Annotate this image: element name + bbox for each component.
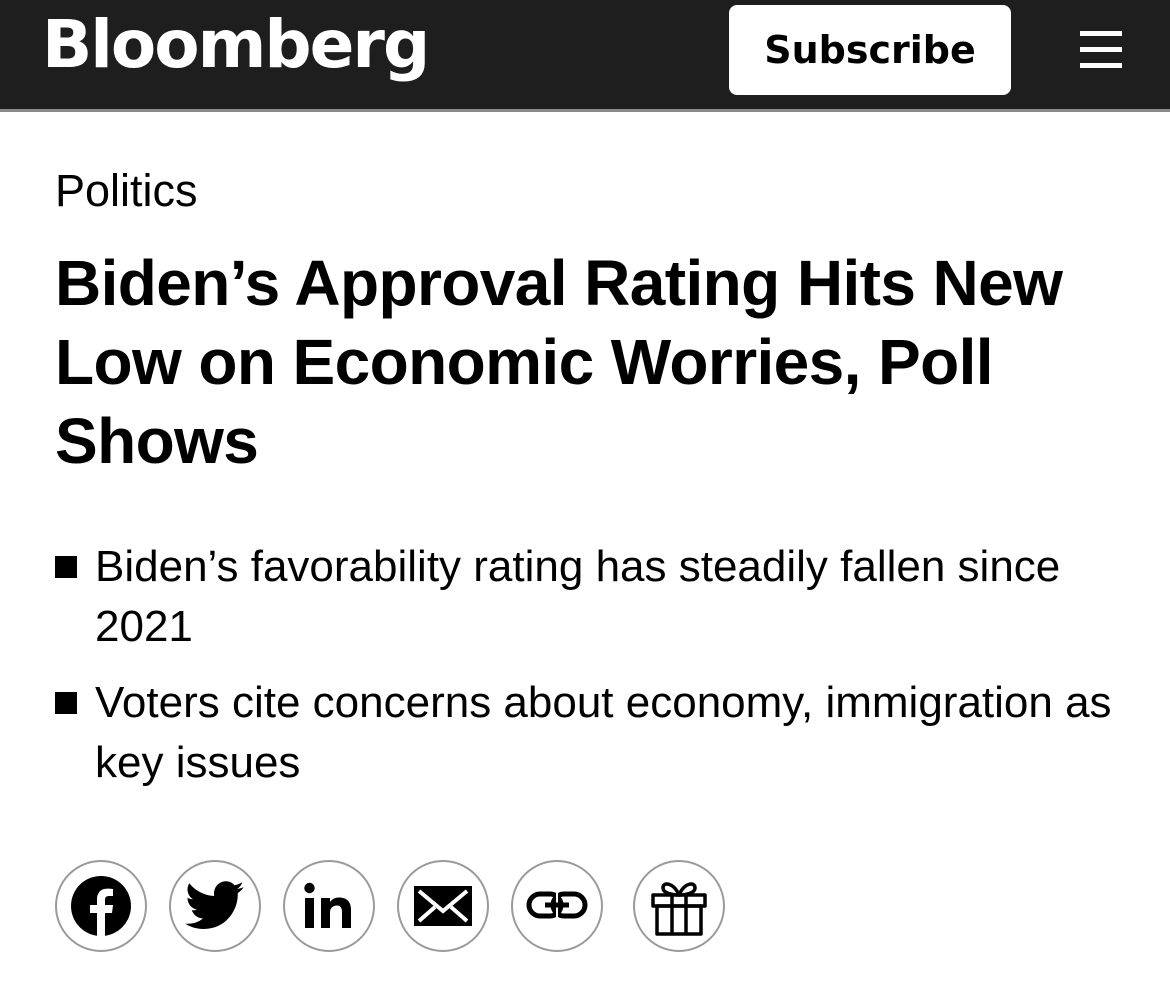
article-headline: Biden’s Approval Rating Hits New Low on … [55,247,1063,477]
gift-article-button[interactable] [633,860,725,952]
twitter-icon [185,881,244,929]
summary-bullet-text: Voters cite concerns about economy, immi… [95,678,1112,787]
facebook-share-button[interactable] [55,860,147,952]
bullet-square-icon [55,556,77,578]
link-icon [526,891,588,919]
subscribe-button[interactable]: Subscribe [729,5,1011,95]
linkedin-share-button[interactable] [283,860,375,952]
top-navigation-bar: Bloomberg Subscribe [0,0,1170,112]
copy-link-button[interactable] [511,860,603,952]
bullet-square-icon [55,692,77,714]
summary-bullet: Voters cite concerns about economy, immi… [55,673,1145,793]
summary-bullet: Biden’s favorability rating has steadily… [55,537,1145,657]
email-icon [414,886,472,926]
linkedin-icon [304,882,351,928]
facebook-icon [71,876,131,936]
gift-icon [651,882,707,936]
article-category[interactable]: Politics [55,165,198,216]
bloomberg-logo[interactable]: Bloomberg [42,6,430,83]
twitter-share-button[interactable] [169,860,261,952]
hamburger-menu-icon[interactable] [1080,31,1122,69]
article-summary-list: Biden’s favorability rating has steadily… [55,537,1145,809]
summary-bullet-text: Biden’s favorability rating has steadily… [95,542,1061,651]
email-share-button[interactable] [397,860,489,952]
